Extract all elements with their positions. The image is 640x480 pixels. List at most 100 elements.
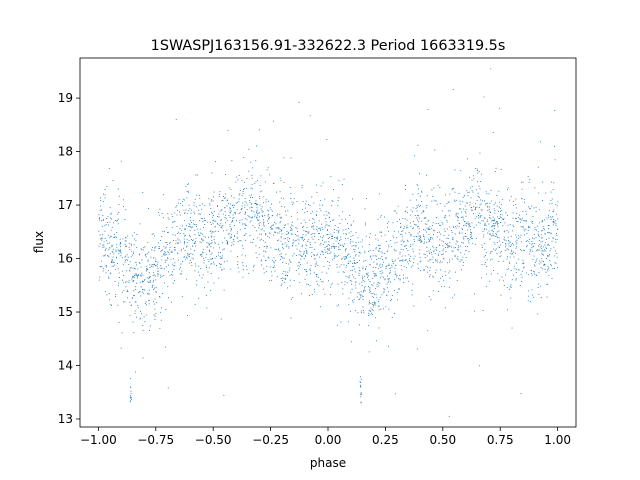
data-point	[143, 316, 145, 318]
data-point	[500, 294, 502, 296]
data-point	[310, 270, 311, 272]
data-point	[302, 234, 304, 236]
data-point	[352, 301, 354, 303]
data-point	[360, 295, 361, 297]
data-point	[346, 282, 348, 284]
data-point	[480, 209, 482, 211]
data-point	[192, 258, 194, 260]
data-point	[279, 177, 281, 179]
data-point	[379, 297, 381, 299]
data-point	[171, 227, 173, 229]
data-point	[458, 217, 459, 219]
data-point	[468, 224, 470, 225]
data-point	[500, 169, 502, 170]
data-point	[531, 205, 533, 207]
data-point	[470, 232, 472, 233]
data-point	[485, 204, 487, 206]
data-point	[109, 247, 110, 249]
data-point	[325, 224, 327, 226]
data-point	[202, 203, 203, 205]
data-point	[545, 246, 547, 248]
data-point	[309, 268, 311, 270]
data-point	[205, 265, 207, 267]
data-point	[310, 244, 311, 246]
data-point	[350, 231, 352, 233]
data-point	[194, 242, 196, 244]
data-point	[251, 188, 253, 190]
data-point	[130, 390, 132, 392]
data-point	[532, 270, 534, 272]
data-point	[333, 231, 335, 233]
data-point	[339, 223, 341, 224]
data-point	[390, 270, 391, 272]
data-point	[117, 304, 119, 306]
data-point	[228, 203, 229, 205]
data-point	[319, 233, 320, 235]
data-point	[343, 256, 345, 258]
data-point	[98, 245, 100, 247]
data-point	[266, 169, 268, 171]
data-point	[515, 218, 517, 219]
data-point	[256, 212, 257, 213]
data-point	[346, 256, 347, 258]
data-point	[186, 225, 187, 227]
data-point	[101, 237, 102, 239]
data-point	[459, 208, 460, 210]
data-point	[244, 223, 246, 225]
data-point	[557, 218, 559, 220]
data-point	[102, 220, 104, 221]
data-point	[256, 230, 258, 232]
data-point	[445, 251, 447, 253]
data-point	[218, 247, 220, 249]
data-point	[215, 220, 217, 222]
data-point	[423, 269, 425, 270]
data-point	[180, 273, 181, 275]
data-point	[258, 213, 260, 215]
data-point	[494, 210, 496, 212]
data-point	[416, 206, 418, 208]
data-point	[133, 332, 135, 333]
data-point	[257, 219, 258, 221]
data-point	[551, 278, 553, 279]
data-point	[199, 228, 201, 230]
data-point	[217, 206, 218, 207]
data-point	[184, 199, 185, 201]
data-point	[533, 296, 535, 298]
data-point	[377, 282, 379, 284]
data-point	[431, 238, 433, 240]
data-point	[463, 262, 464, 263]
data-point	[382, 265, 384, 267]
data-point	[534, 229, 536, 230]
data-point	[307, 284, 309, 285]
data-point	[550, 200, 552, 201]
data-point	[552, 189, 554, 190]
data-point	[354, 262, 355, 263]
data-point	[298, 254, 300, 256]
data-point	[526, 246, 528, 248]
data-point	[423, 243, 425, 244]
data-point	[451, 230, 452, 231]
data-point	[553, 221, 555, 222]
data-point	[160, 276, 161, 278]
data-point	[338, 215, 340, 217]
data-point	[296, 212, 298, 213]
data-point	[211, 235, 213, 237]
data-point	[424, 257, 426, 258]
data-point	[356, 296, 358, 298]
data-point	[498, 230, 500, 232]
data-point	[531, 221, 533, 223]
data-point	[298, 261, 300, 263]
data-point	[244, 234, 246, 236]
data-point	[544, 233, 546, 234]
data-point	[323, 266, 325, 267]
data-point	[131, 399, 132, 401]
data-point	[202, 239, 204, 241]
data-point	[493, 270, 494, 271]
data-point	[313, 228, 315, 230]
data-point	[500, 207, 502, 209]
data-point	[547, 266, 549, 267]
data-point	[353, 220, 354, 222]
data-point	[388, 230, 389, 232]
data-point	[260, 175, 262, 177]
data-point	[351, 266, 353, 268]
